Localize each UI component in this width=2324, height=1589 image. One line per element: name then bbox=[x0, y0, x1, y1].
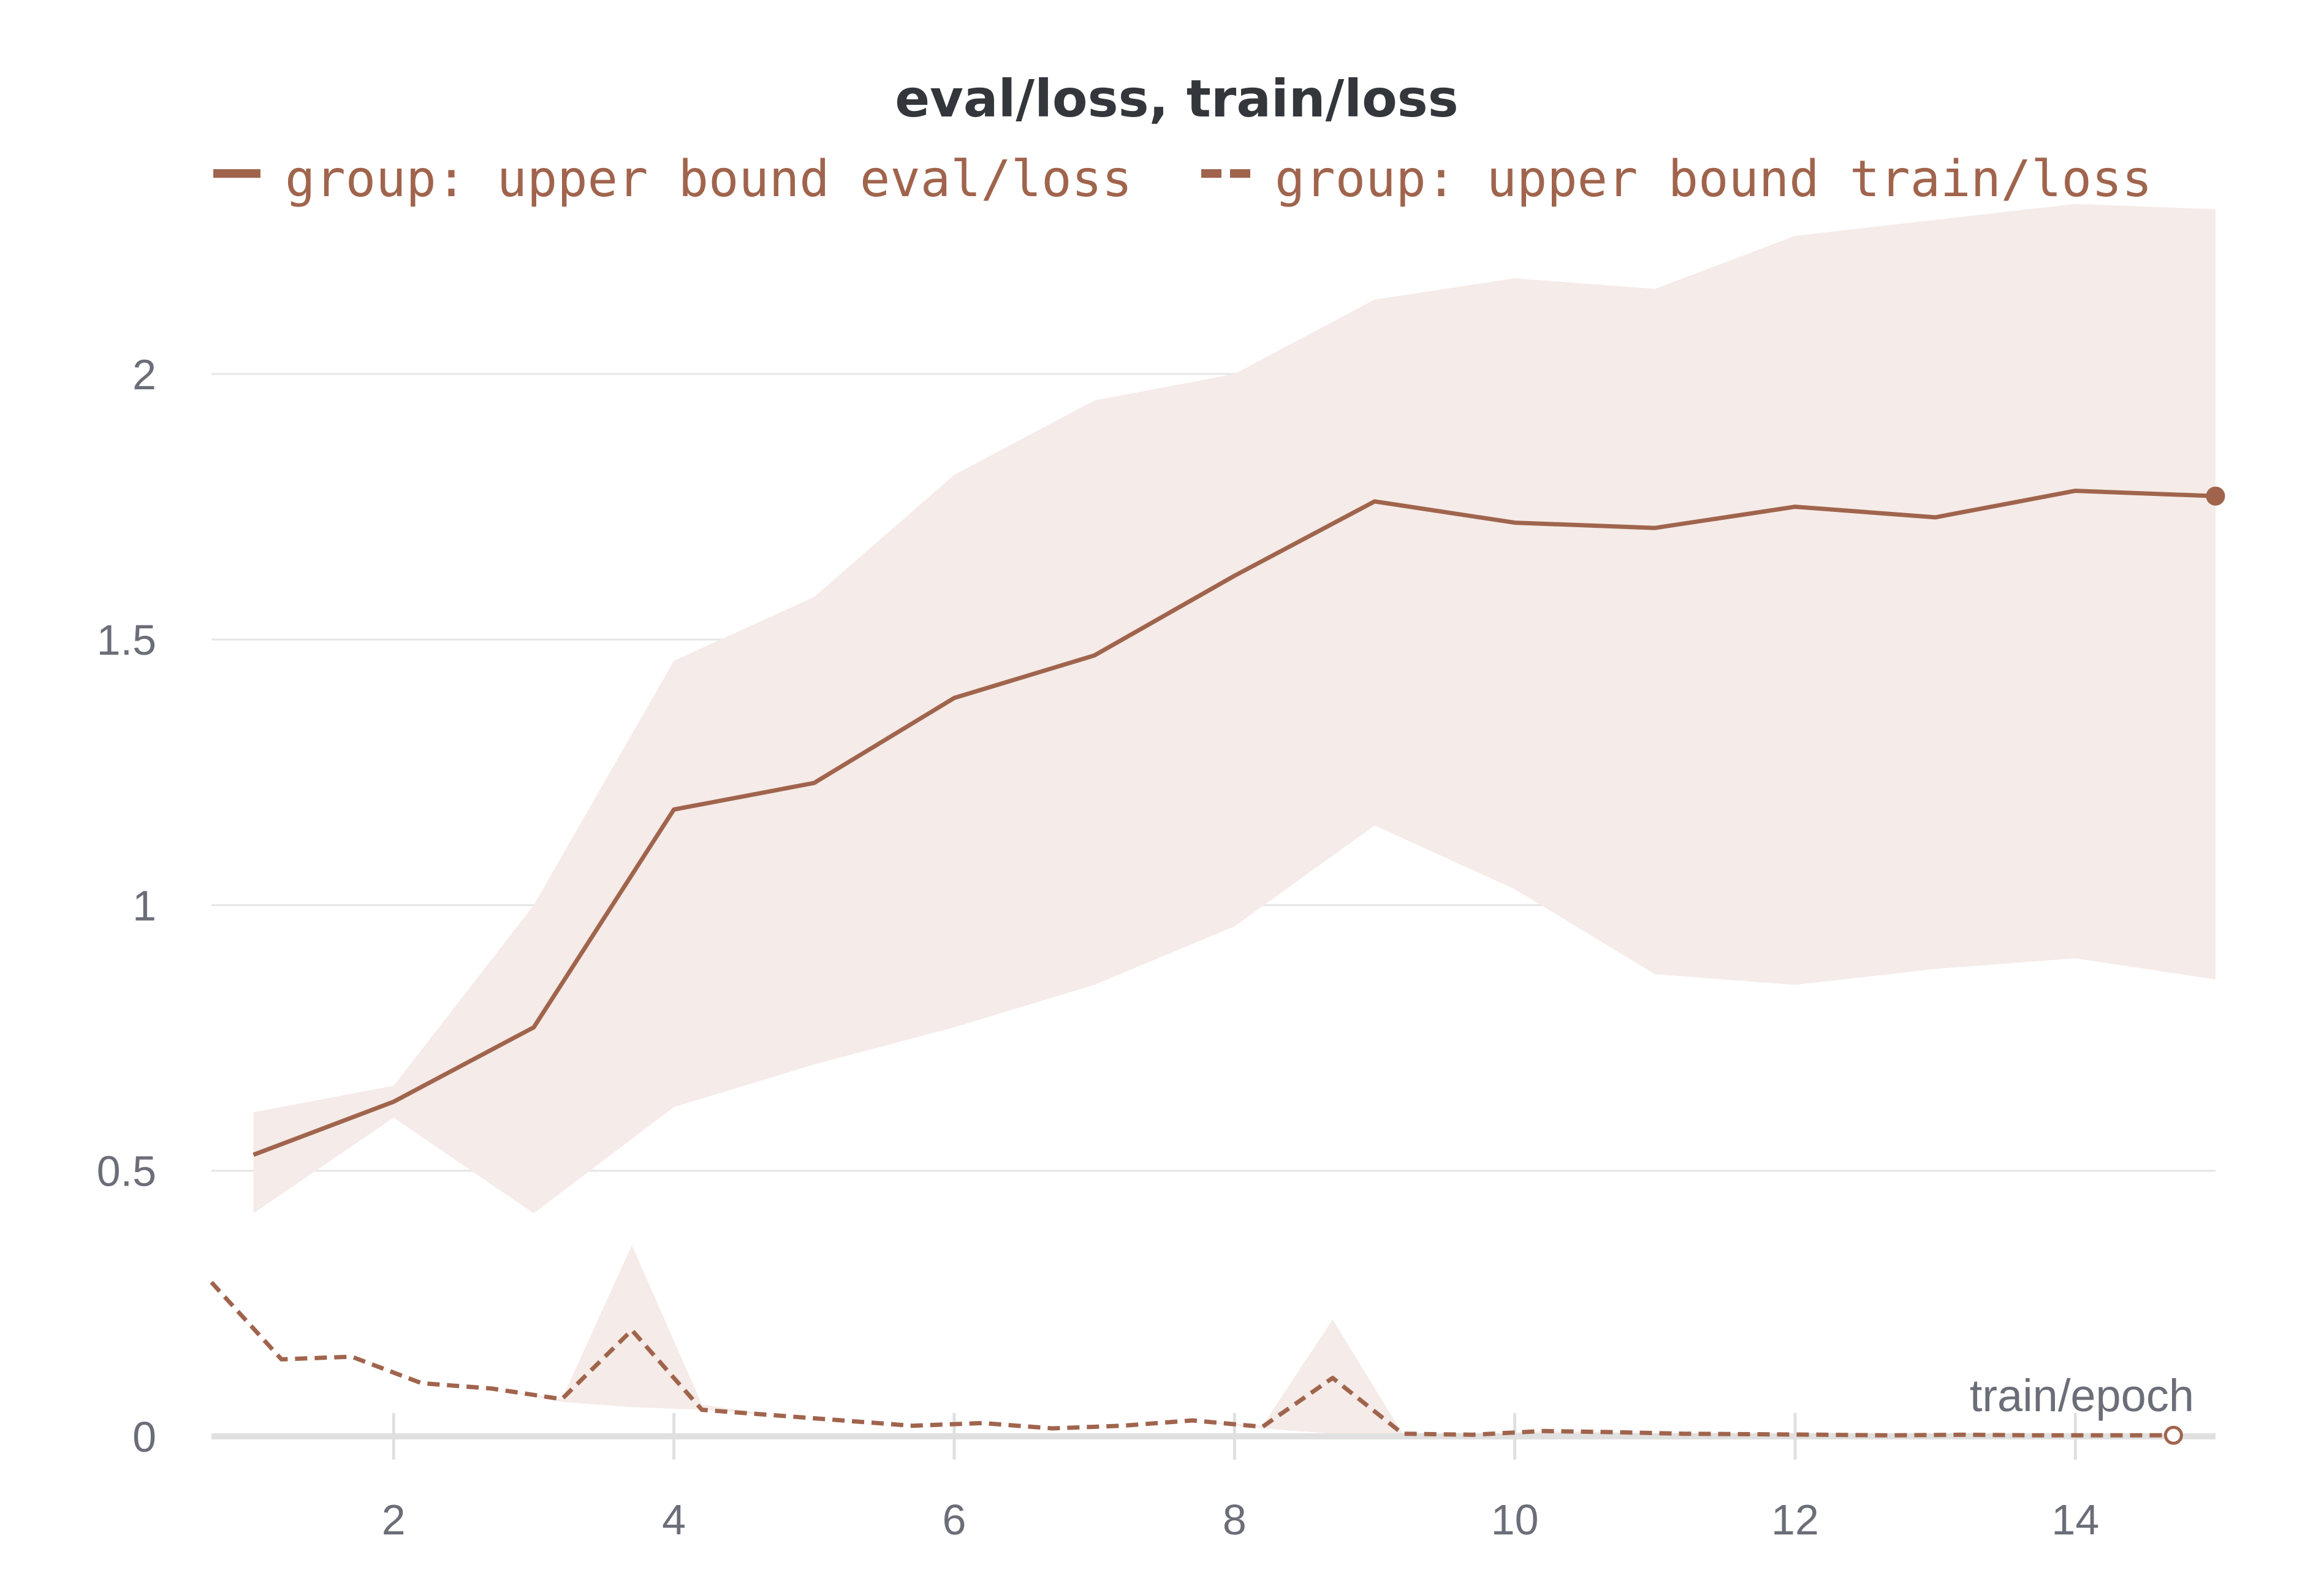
x-tick-label-3: 8 bbox=[1223, 1496, 1247, 1544]
x-tick-label-2: 6 bbox=[942, 1496, 966, 1544]
series-lines bbox=[210, 486, 2225, 1445]
x-tick-label-0: 2 bbox=[382, 1496, 406, 1544]
series-1-point-28 bbox=[2163, 1425, 2183, 1445]
x-axis-label: train/epoch bbox=[1970, 1370, 2194, 1421]
x-ticks: 2 4 6 8 10 12 14 bbox=[382, 1413, 2099, 1544]
legend-label-train-loss: group: upper bound train/loss bbox=[1275, 150, 2152, 208]
legend-label-eval-loss: group: upper bound eval/loss bbox=[285, 150, 1132, 208]
band-series-0 bbox=[253, 204, 2216, 1214]
series-line-1 bbox=[210, 1281, 2174, 1438]
y-tick-label-0: 0 bbox=[132, 1413, 156, 1461]
y-tick-label-1: 0.5 bbox=[97, 1148, 156, 1195]
chart-title: eval/loss, train/loss bbox=[895, 69, 1459, 129]
x-tick-label-5: 12 bbox=[1771, 1496, 1819, 1544]
series-line-0 bbox=[253, 489, 2216, 1157]
series-0-point-14 bbox=[2206, 486, 2225, 506]
x-tick-label-1: 4 bbox=[662, 1496, 686, 1544]
confidence-bands bbox=[211, 204, 2216, 1436]
x-tick-label-4: 10 bbox=[1491, 1496, 1539, 1544]
y-ticks: 0 0.5 1 1.5 2 bbox=[97, 351, 156, 1461]
y-tick-label-2: 1 bbox=[132, 882, 156, 929]
x-tick-label-6: 14 bbox=[2051, 1496, 2099, 1544]
band-series-1 bbox=[211, 1245, 2174, 1436]
legend: group: upper bound eval/loss group: uppe… bbox=[213, 150, 2152, 208]
legend-item-eval-loss[interactable]: group: upper bound eval/loss bbox=[213, 150, 1132, 208]
legend-item-train-loss[interactable]: group: upper bound train/loss bbox=[1201, 150, 2152, 208]
plot-area: 2 4 6 8 10 12 14 0 0.5 1 1.5 2 bbox=[97, 204, 2225, 1544]
y-tick-label-4: 2 bbox=[132, 351, 156, 398]
y-tick-label-3: 1.5 bbox=[97, 616, 156, 664]
